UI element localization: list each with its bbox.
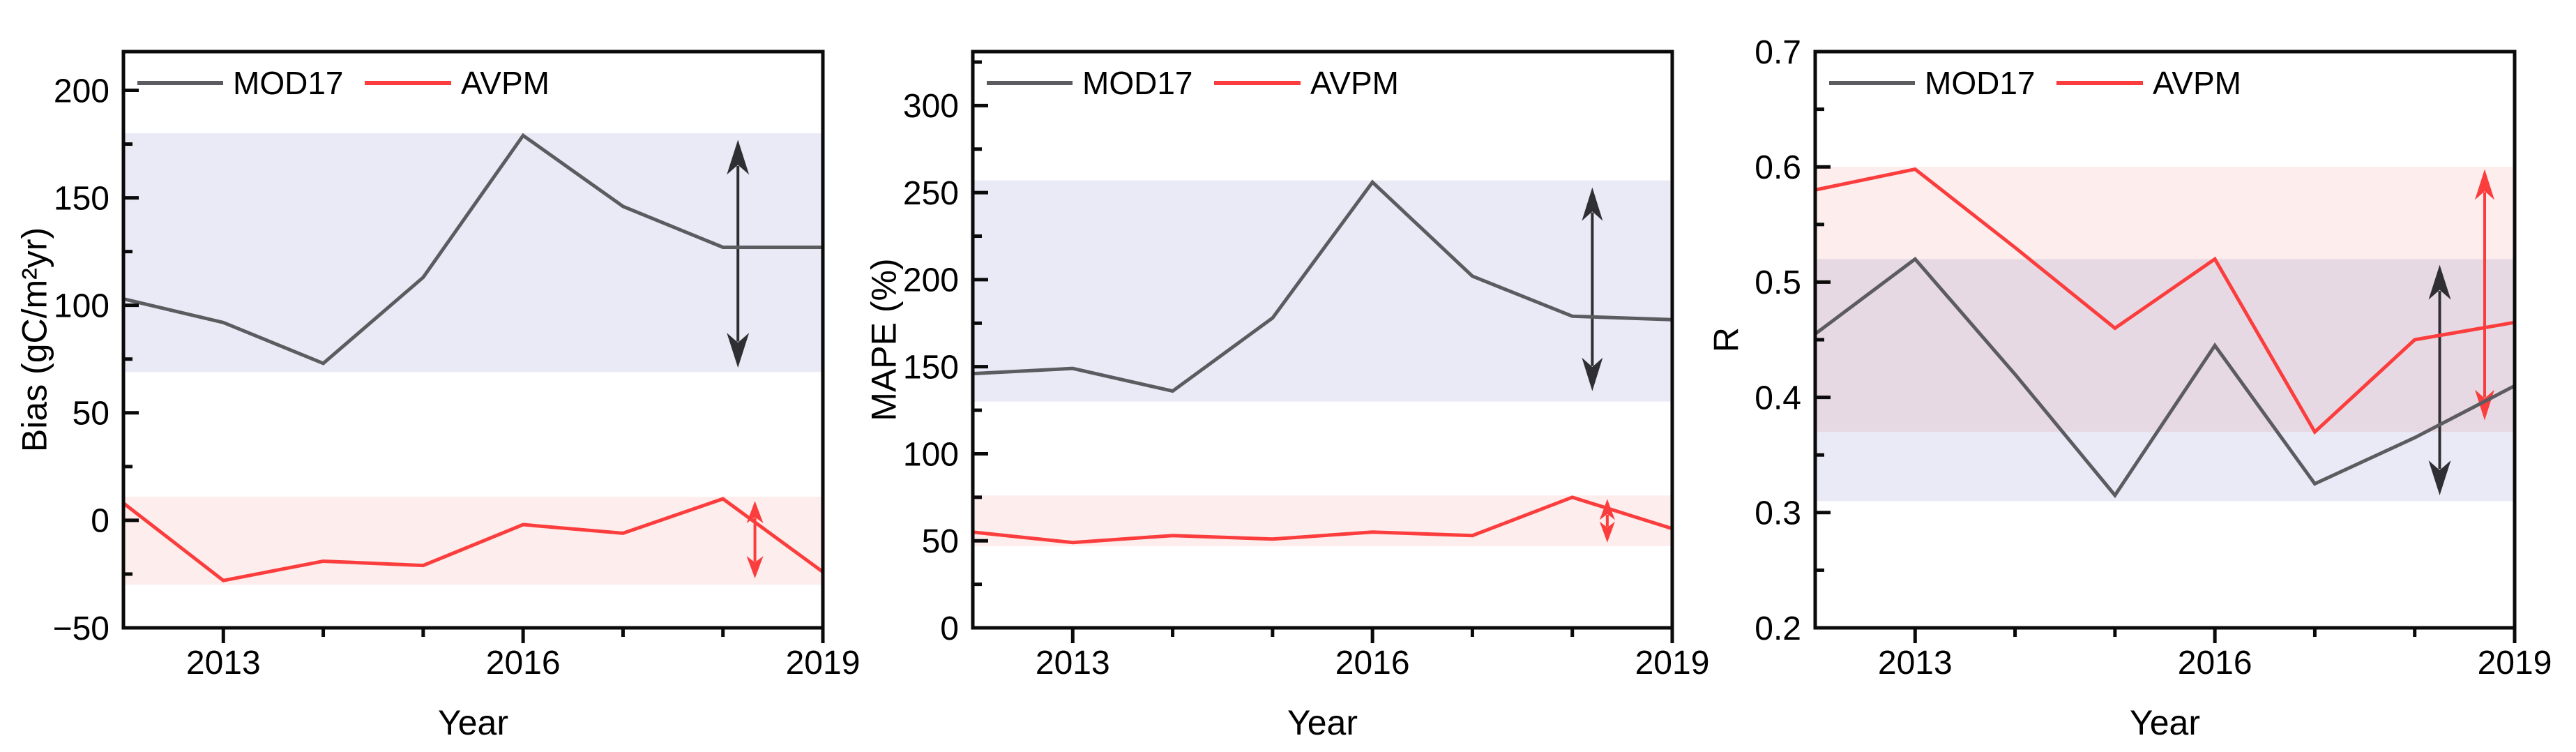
- y-tick-label: 0.6: [1755, 149, 1801, 186]
- legend-label-avpm: AVPM: [2153, 65, 2241, 101]
- x-tick-label: 2019: [1635, 645, 1710, 682]
- avpm-range-arrow-head-up: [2475, 169, 2495, 200]
- avpm-range-band: [1815, 167, 2515, 433]
- x-tick-label: 2013: [1036, 645, 1110, 682]
- x-axis-title: Year: [2130, 703, 2200, 742]
- legend-label-mod17: MOD17: [1082, 65, 1192, 101]
- plot-frame: [971, 50, 1674, 630]
- y-tick-label: 0.3: [1755, 495, 1801, 532]
- mod17-range-arrow: [2428, 264, 2451, 496]
- y-tick-label: −50: [53, 610, 109, 647]
- legend-label-avpm: AVPM: [1310, 65, 1399, 101]
- avpm-range-arrow-head-down: [746, 556, 764, 579]
- y-tick-label: 200: [903, 262, 959, 299]
- y-tick-label: 300: [903, 88, 959, 125]
- y-tick-label: 0: [940, 610, 959, 647]
- avpm-line: [972, 495, 1673, 545]
- x-tick-label: 2016: [486, 645, 561, 682]
- x-axis-title: Year: [1287, 703, 1358, 742]
- x-tick-label: 2019: [786, 645, 861, 682]
- legend: MOD17 AVPM: [137, 65, 550, 101]
- mod17-range-band: [123, 133, 823, 373]
- y-tick-label: 0: [91, 503, 109, 540]
- avpm-range-band: [973, 495, 1672, 546]
- mod17-line: [123, 133, 823, 366]
- mod17-range-arrow: [1582, 187, 1603, 391]
- y-axis-title: R: [1707, 327, 1746, 352]
- chart-bias: −50 0 50 100 150 200 2013 2016 2019 Year Bias (gC/…: [15, 50, 861, 742]
- y-tick-label: 100: [54, 287, 109, 324]
- avpm-range-arrow-head-down: [1599, 521, 1615, 543]
- mod17-range-arrow-head-up: [2428, 264, 2451, 300]
- y-tick-label: 0.2: [1755, 610, 1801, 647]
- y-tick-label: 0.7: [1755, 34, 1801, 71]
- x-tick-label: 2019: [2478, 645, 2552, 682]
- legend-label-avpm: AVPM: [461, 65, 550, 101]
- x-axis-title: Year: [438, 703, 508, 742]
- mod17-range-band: [973, 180, 1672, 402]
- mod17-line: [972, 179, 1673, 393]
- y-axis-title: MAPE (%): [865, 258, 904, 421]
- mod17-range-arrow-head-down: [727, 333, 750, 368]
- y-tick-label: 50: [73, 396, 109, 433]
- y-tick-label: 200: [54, 73, 109, 110]
- y-tick-label: 150: [903, 349, 959, 386]
- mod17-range-arrow-head-down: [1582, 357, 1603, 391]
- legend-label-mod17: MOD17: [1925, 65, 2035, 101]
- x-tick-label: 2016: [2178, 645, 2252, 682]
- mod17-range-arrow: [727, 140, 750, 368]
- avpm-line: [122, 497, 824, 582]
- chart-mape: 0 50 100 150 200 250 300 2013 2016 2019 Year MAPE (…: [865, 50, 1710, 742]
- legend-label-mod17: MOD17: [233, 65, 343, 101]
- y-tick-label: 0.4: [1755, 379, 1801, 416]
- legend: MOD17 AVPM: [1829, 65, 2241, 101]
- x-tick-label: 2016: [1335, 645, 1410, 682]
- mod17-range-arrow-head-up: [1582, 187, 1603, 221]
- x-tick-label: 2013: [1878, 645, 1953, 682]
- x-tick-label: 2013: [186, 645, 261, 682]
- y-tick-label: 50: [922, 523, 959, 560]
- mod17-range-arrow-head-up: [727, 140, 750, 175]
- mod17-line: [1814, 256, 2516, 499]
- y-axis-title: Bias (gC/m²yr): [15, 227, 54, 452]
- avpm-line: [1814, 167, 2515, 435]
- avpm-range-band: [123, 496, 823, 585]
- legend: MOD17 AVPM: [987, 65, 1399, 101]
- mod17-range-arrow-head-down: [2428, 460, 2451, 496]
- chart-r: 0.2 0.3 0.4 0.5 0.6 0.7 2013 2016 2019 Year R MOD17…: [1707, 34, 2552, 742]
- y-tick-label: 0.5: [1755, 264, 1801, 301]
- y-tick-label: 250: [903, 175, 959, 212]
- y-tick-label: 150: [54, 180, 109, 217]
- plot-frame: [121, 50, 825, 630]
- y-tick-label: 100: [903, 436, 959, 473]
